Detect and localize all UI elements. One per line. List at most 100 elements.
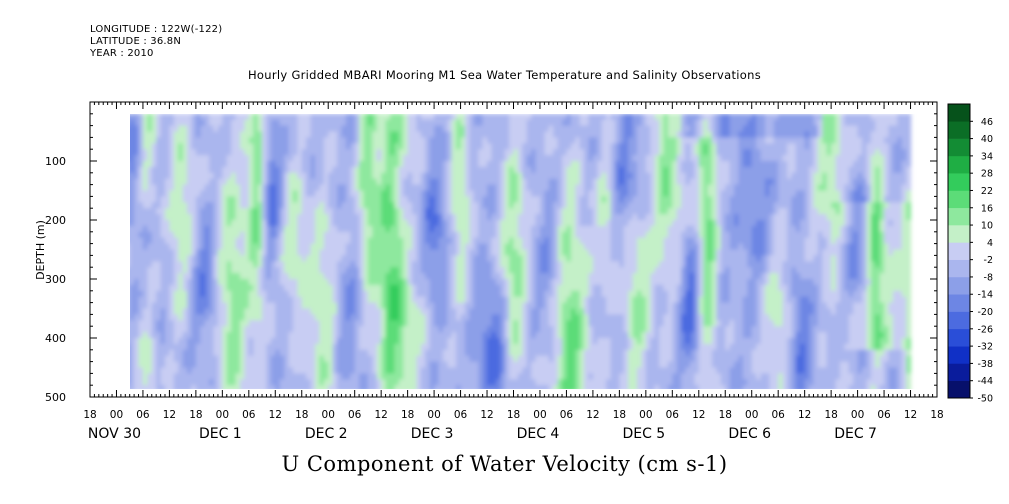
field-cell bbox=[425, 249, 431, 256]
field-cell bbox=[513, 178, 519, 186]
field-cell bbox=[288, 196, 294, 203]
field-cell bbox=[266, 178, 272, 186]
field-cell bbox=[160, 355, 166, 363]
field-cell bbox=[539, 308, 545, 315]
field-cell bbox=[328, 249, 334, 256]
field-cell bbox=[376, 255, 382, 262]
field-cell bbox=[553, 249, 559, 256]
field-cell bbox=[319, 119, 325, 127]
field-cell bbox=[535, 261, 541, 268]
field-cell bbox=[407, 284, 413, 292]
field-cell bbox=[262, 114, 268, 121]
field-cell bbox=[130, 361, 135, 369]
field-cell bbox=[570, 338, 576, 345]
field-cell bbox=[138, 255, 144, 262]
field-cell bbox=[195, 373, 201, 380]
field-cell bbox=[231, 361, 237, 369]
field-cell bbox=[557, 184, 563, 192]
field-cell bbox=[297, 137, 303, 144]
field-cell bbox=[164, 220, 170, 227]
field-cell bbox=[328, 302, 334, 310]
field-cell bbox=[257, 172, 263, 180]
field-cell bbox=[354, 284, 360, 292]
field-cell bbox=[191, 296, 197, 304]
field-cell bbox=[244, 267, 250, 274]
field-cell bbox=[292, 131, 298, 138]
field-cell bbox=[178, 225, 184, 233]
field-cell bbox=[209, 220, 215, 227]
field-cell bbox=[385, 308, 391, 315]
field-cell bbox=[151, 284, 157, 292]
field-cell bbox=[257, 308, 263, 315]
field-cell bbox=[279, 343, 285, 351]
field-cell bbox=[262, 119, 268, 127]
field-cell bbox=[513, 267, 519, 274]
field-cell bbox=[191, 161, 197, 168]
field-cell bbox=[372, 385, 378, 389]
field-cell bbox=[209, 361, 215, 369]
field-cell bbox=[478, 137, 484, 144]
field-cell bbox=[389, 320, 395, 327]
field-cell bbox=[164, 338, 170, 345]
field-cell bbox=[187, 220, 193, 227]
field-cell bbox=[420, 290, 426, 298]
field-cell bbox=[416, 137, 422, 144]
field-cell bbox=[248, 196, 254, 203]
field-cell bbox=[213, 343, 219, 351]
field-cell bbox=[407, 166, 413, 174]
field-cell bbox=[456, 143, 462, 150]
field-cell bbox=[138, 119, 144, 127]
field-cell bbox=[138, 155, 144, 162]
field-cell bbox=[182, 178, 188, 186]
field-cell bbox=[495, 284, 501, 292]
field-cell bbox=[178, 131, 184, 138]
field-cell bbox=[478, 373, 484, 380]
field-cell bbox=[235, 284, 241, 292]
field-cell bbox=[570, 355, 576, 363]
field-cell bbox=[403, 119, 409, 127]
field-cell bbox=[209, 279, 215, 286]
field-cell bbox=[297, 172, 303, 180]
field-cell bbox=[314, 208, 320, 215]
field-cell bbox=[354, 314, 360, 321]
field-cell bbox=[584, 166, 590, 174]
field-cell bbox=[231, 385, 237, 389]
field-cell bbox=[231, 349, 237, 357]
field-cell bbox=[147, 373, 153, 380]
field-cell bbox=[579, 302, 585, 310]
field-cell bbox=[341, 161, 347, 168]
field-cell bbox=[425, 338, 431, 345]
field-cell bbox=[456, 355, 462, 363]
field-cell bbox=[438, 119, 444, 127]
field-cell bbox=[195, 208, 201, 215]
field-cell bbox=[160, 149, 166, 156]
field-cell bbox=[160, 225, 166, 233]
field-cell bbox=[266, 202, 272, 209]
field-cell bbox=[200, 114, 206, 121]
field-cell bbox=[513, 196, 519, 203]
field-cell bbox=[231, 308, 237, 315]
field-cell bbox=[217, 220, 223, 227]
field-cell bbox=[235, 202, 241, 209]
field-cell bbox=[566, 361, 572, 369]
field-cell bbox=[156, 178, 162, 186]
field-cell bbox=[134, 172, 140, 180]
field-cell bbox=[482, 302, 488, 310]
field-cell bbox=[575, 385, 581, 389]
field-cell bbox=[297, 385, 303, 389]
field-cell bbox=[310, 172, 316, 180]
field-cell bbox=[535, 349, 541, 357]
field-cell bbox=[195, 261, 201, 268]
field-cell bbox=[469, 119, 475, 127]
field-cell bbox=[164, 314, 170, 321]
field-cell bbox=[314, 308, 320, 315]
field-cell bbox=[306, 267, 312, 274]
field-cell bbox=[451, 361, 457, 369]
field-cell bbox=[292, 338, 298, 345]
field-cell bbox=[513, 367, 519, 374]
field-cell bbox=[376, 373, 382, 380]
field-cell bbox=[398, 243, 404, 251]
field-cell bbox=[575, 125, 581, 133]
field-cell bbox=[407, 332, 413, 339]
field-cell bbox=[200, 279, 206, 286]
